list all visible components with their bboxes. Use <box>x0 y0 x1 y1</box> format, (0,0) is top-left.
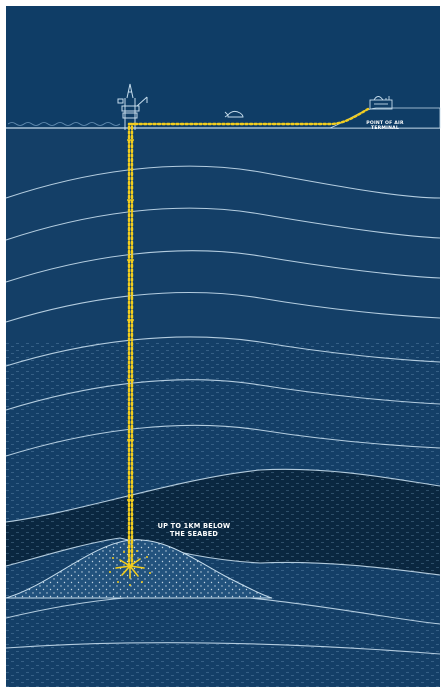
terminal-building-icon <box>369 96 393 110</box>
reservoir-dots <box>5 539 273 599</box>
strata-texture <box>6 340 440 687</box>
injection-point-marker <box>115 558 145 579</box>
depth-label: UP TO 1KM BELOW THE SEABED <box>157 522 231 538</box>
pipeline <box>127 107 370 568</box>
injection-dots <box>109 550 151 586</box>
whale-icon <box>224 110 244 118</box>
drilling-platform-icon <box>117 83 148 130</box>
terminal-label: POINT OF AIR TERMINAL <box>366 121 404 132</box>
pipeline-rungs <box>127 139 134 501</box>
waves <box>7 122 121 126</box>
